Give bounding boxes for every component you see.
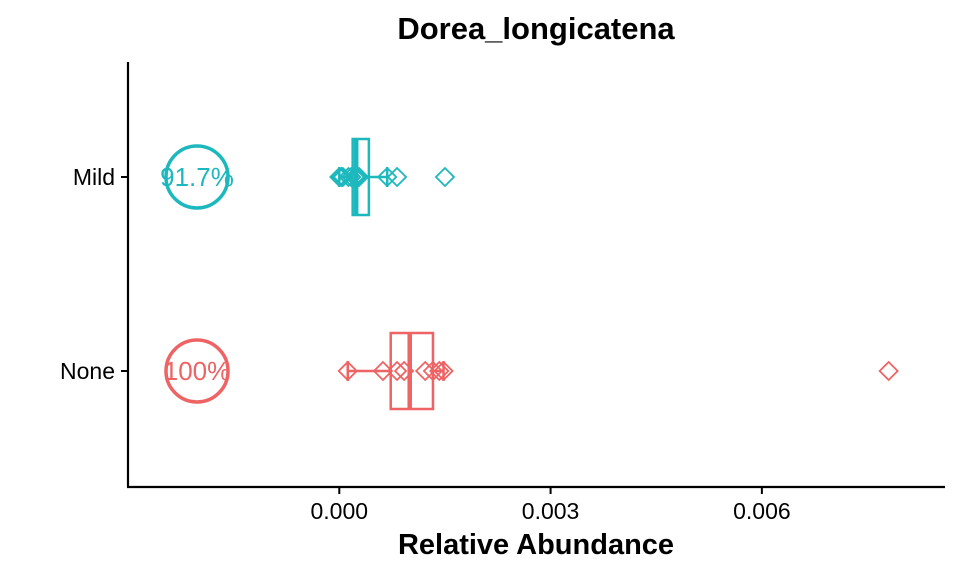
data-point	[429, 360, 450, 382]
data-point	[386, 360, 408, 382]
data-point	[386, 166, 408, 188]
data-point	[422, 360, 444, 382]
y-axis-ticks: Mild None	[60, 164, 128, 384]
data-point	[340, 166, 362, 188]
data-point	[393, 360, 415, 382]
data-point	[414, 360, 436, 382]
data-point	[331, 166, 352, 188]
data-point	[434, 166, 456, 188]
data-point	[337, 360, 359, 382]
data-point	[348, 166, 370, 188]
x-tick-label: 0.000	[311, 498, 369, 524]
data-point	[878, 360, 899, 382]
series-mild: 91.7%	[160, 137, 456, 217]
prevalence-circle	[164, 338, 230, 404]
x-tick-label: 0.003	[522, 498, 580, 524]
prevalence-label: 100%	[164, 356, 231, 386]
series-none: 100%	[164, 331, 899, 411]
data-point	[346, 166, 368, 188]
chart-title: Dorea_longicatena	[397, 11, 675, 46]
x-axis-label: Relative Abundance	[398, 529, 674, 561]
y-tick-label: Mild	[73, 164, 115, 190]
prevalence-circle	[164, 144, 230, 210]
plot-area: 91.7% 100%	[160, 137, 899, 411]
data-point	[338, 166, 359, 188]
data-point	[376, 166, 398, 188]
prevalence-label: 91.7%	[160, 162, 234, 192]
data-point	[344, 166, 366, 188]
y-tick-label: None	[60, 358, 115, 384]
data-point	[433, 360, 454, 382]
x-tick-label: 0.006	[733, 498, 791, 524]
x-axis-ticks: 0.000 0.003 0.006	[311, 487, 791, 524]
data-point	[372, 360, 394, 382]
